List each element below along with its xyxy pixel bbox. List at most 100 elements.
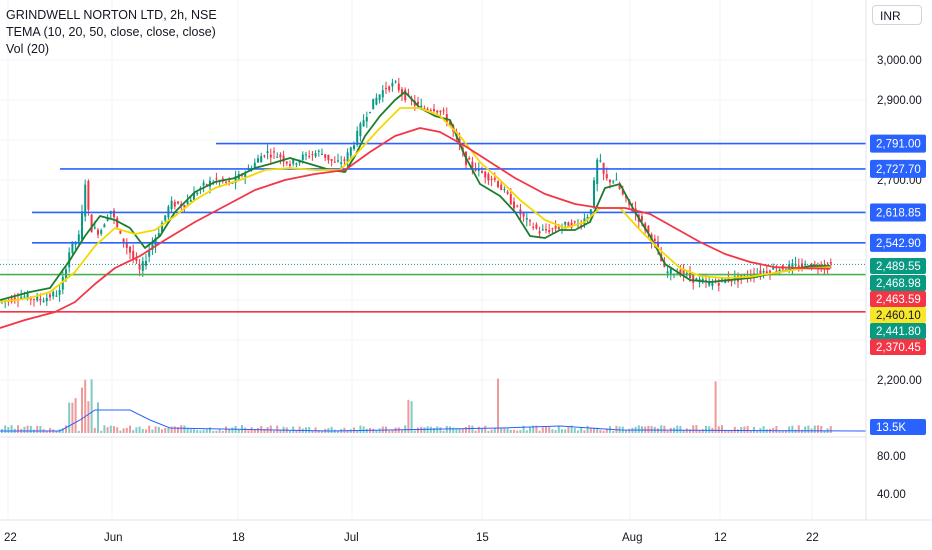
time-axis[interactable]: 22 Jun 18 Jul 15 Aug 12 22 bbox=[4, 532, 819, 544]
volume-bar bbox=[231, 427, 234, 433]
currency-button[interactable]: INR bbox=[872, 5, 922, 25]
candle-body bbox=[170, 200, 173, 210]
volume-indicator-label[interactable]: Vol (20) bbox=[6, 42, 50, 56]
volume-bar bbox=[586, 425, 589, 433]
volume-bar bbox=[141, 429, 144, 433]
candle-body bbox=[791, 263, 794, 269]
candle-body bbox=[119, 230, 122, 234]
volume-bar bbox=[698, 430, 701, 433]
candle-body bbox=[596, 159, 599, 185]
volume-bar bbox=[129, 425, 131, 433]
symbol-title[interactable]: GRINDWELL NORTON LTD, 2h, NSE bbox=[6, 8, 217, 22]
volume-bars bbox=[0, 378, 867, 433]
candle-body bbox=[545, 229, 547, 231]
candle-body bbox=[324, 154, 327, 158]
candle-body bbox=[692, 275, 695, 283]
candle-body bbox=[295, 163, 298, 165]
volume-bar bbox=[817, 425, 819, 433]
volume-bar bbox=[113, 426, 115, 433]
volume-bar bbox=[404, 425, 407, 433]
candle-body bbox=[532, 226, 535, 228]
candle-body bbox=[157, 233, 160, 236]
candle-body bbox=[641, 216, 643, 221]
volume-bar bbox=[36, 425, 39, 433]
level-price-tag bbox=[870, 134, 926, 153]
price-axis[interactable]: 3,000.00 2,900.00 2,700.00 2,200.00 80.00 40.… bbox=[877, 55, 922, 501]
candle-body bbox=[557, 227, 560, 229]
volume-bar bbox=[106, 427, 109, 433]
candle-body bbox=[765, 271, 768, 274]
candle-body bbox=[442, 110, 445, 112]
volume-bar bbox=[449, 426, 451, 433]
volume-bar bbox=[65, 425, 67, 433]
volume-bar bbox=[116, 427, 119, 433]
candle-body bbox=[234, 176, 237, 183]
volume-bar bbox=[209, 427, 211, 433]
volume-bar bbox=[119, 430, 122, 433]
volume-bar bbox=[765, 429, 768, 433]
candle-body bbox=[90, 214, 93, 233]
candle-body bbox=[388, 86, 391, 91]
candle-body bbox=[321, 153, 323, 155]
volume-bar bbox=[689, 429, 691, 433]
volume-bar bbox=[801, 429, 803, 433]
candle-body bbox=[554, 226, 557, 229]
volume-bar bbox=[177, 427, 179, 433]
volume-bar bbox=[55, 430, 58, 433]
candle-body bbox=[173, 202, 176, 207]
price-axis-label: 2,200.00 bbox=[877, 375, 922, 387]
tema-line bbox=[0, 91, 830, 301]
volume-bar bbox=[519, 430, 522, 433]
volume-bar bbox=[221, 430, 224, 433]
tema-lines bbox=[0, 91, 831, 329]
volume-bar bbox=[714, 381, 717, 433]
candle-body bbox=[125, 242, 128, 248]
volume-bar bbox=[708, 426, 711, 433]
candle-body bbox=[317, 150, 320, 152]
price-tag-text: 2,468.98 bbox=[876, 278, 921, 290]
time-axis-label: Aug bbox=[622, 532, 642, 544]
candle-body bbox=[711, 282, 714, 286]
candle-body bbox=[61, 276, 64, 290]
volume-bar bbox=[401, 430, 403, 433]
horizontal-levels[interactable] bbox=[0, 142, 866, 313]
volume-bar bbox=[477, 426, 480, 433]
volume-bar bbox=[311, 430, 314, 433]
candle-body bbox=[311, 154, 314, 156]
candle-body bbox=[337, 160, 339, 162]
candle-body bbox=[500, 184, 503, 191]
candle-body bbox=[71, 241, 74, 253]
volume-bar bbox=[503, 428, 506, 433]
volume-bar bbox=[250, 427, 253, 433]
candle-body bbox=[653, 238, 656, 242]
candle-body bbox=[423, 108, 426, 110]
time-axis-label: 22 bbox=[4, 532, 17, 544]
tema-indicator-label[interactable]: TEMA (10, 20, 50, close, close, close) bbox=[6, 25, 216, 39]
volume-bar bbox=[797, 425, 800, 433]
volume-bar bbox=[180, 425, 183, 433]
volume-bar bbox=[781, 430, 784, 433]
candle-body bbox=[529, 220, 531, 222]
volume-bar bbox=[39, 426, 42, 433]
volume-bar bbox=[26, 425, 29, 433]
candle-body bbox=[113, 210, 115, 218]
candle-body bbox=[365, 117, 368, 122]
volume-bar bbox=[423, 427, 426, 433]
volume-bar bbox=[193, 429, 195, 433]
volume-bar bbox=[138, 426, 141, 433]
volume-bar bbox=[29, 425, 32, 433]
candle-body bbox=[20, 296, 23, 299]
volume-bar bbox=[433, 428, 435, 433]
candle-body bbox=[327, 154, 330, 161]
candle-body bbox=[151, 243, 154, 250]
candle-body bbox=[618, 183, 621, 189]
volume-bar bbox=[365, 428, 368, 433]
volume-bar bbox=[135, 427, 138, 433]
volume-bar bbox=[199, 430, 202, 433]
candle-body bbox=[122, 238, 125, 244]
candle-body bbox=[138, 264, 141, 270]
candle-body bbox=[378, 94, 381, 100]
volume-bar bbox=[244, 427, 247, 433]
candle-body bbox=[356, 130, 359, 145]
